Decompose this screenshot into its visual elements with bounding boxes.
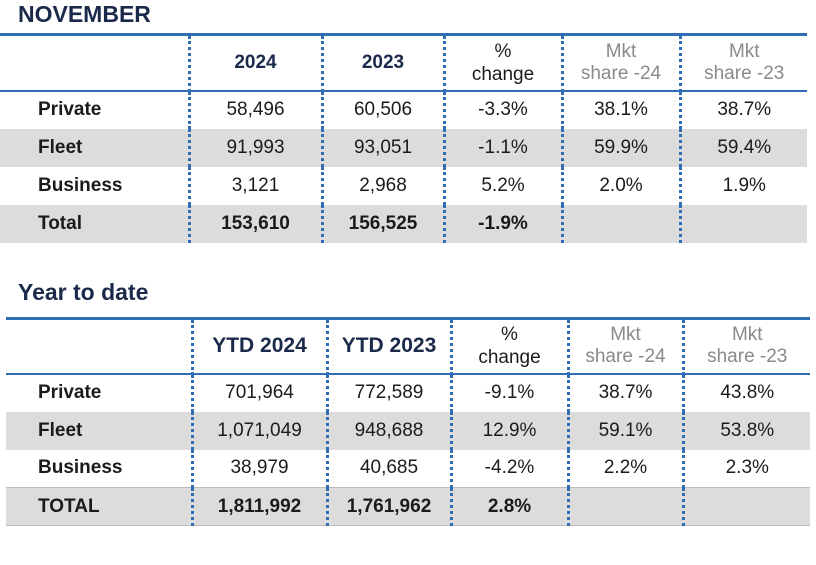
table-row: Fleet 91,993 93,051 -1.1% 59.9% 59.4% [0, 128, 807, 167]
cell-2024: 153,610 [187, 204, 322, 243]
header-change-word: change [478, 347, 541, 369]
cell-2023: 2,968 [320, 166, 444, 205]
cell-2023: 156,525 [320, 204, 444, 243]
cell-ytd-2023: 1,761,962 [325, 487, 451, 526]
cell-ytd-2024: 701,964 [190, 373, 327, 412]
row-label: Private [38, 99, 102, 120]
cell-change: -4.2% [449, 449, 568, 488]
cell-mkt-share-24: 59.9% [560, 128, 680, 167]
cell-ytd-2024: 1,071,049 [190, 411, 327, 450]
header-row: 2024 2023 % change Mkt share -24 Mkt share … [0, 34, 807, 92]
header-mkt-share-23: Mkt share -23 [678, 34, 807, 92]
header-mkt-share-24: Mkt share -24 [560, 34, 680, 92]
cell-2023: 60,506 [320, 90, 444, 129]
table-row: Business 38,979 40,685 -4.2% 2.2% 2.3% [6, 449, 810, 488]
table-row: Business 3,121 2,968 5.2% 2.0% 1.9% [0, 166, 807, 205]
row-label: Business [38, 174, 123, 196]
cell-2024: 91,993 [187, 128, 322, 167]
header-mkt24-bottom: share -24 [580, 62, 662, 84]
row-label: Fleet [6, 411, 192, 450]
cell-mkt-share-24 [566, 487, 683, 526]
header-mkt24-bottom: share -24 [585, 346, 666, 368]
total-row: TOTAL 1,811,992 1,761,962 2.8% [6, 487, 810, 526]
cell-ytd-2023: 40,685 [325, 449, 451, 488]
cell-change: -3.3% [442, 90, 562, 129]
header-change-pct: % [494, 40, 512, 62]
cell-mkt-share-23 [678, 204, 807, 243]
header-mkt-share-23: Mkt share -23 [681, 318, 810, 375]
cell-mkt-share-23: 53.8% [681, 411, 810, 450]
header-change: % change [442, 34, 562, 92]
cell-mkt-share-24 [560, 204, 680, 243]
header-change-word: change [471, 63, 535, 85]
cell-mkt-share-24: 2.0% [560, 166, 680, 205]
cell-change: -1.1% [442, 128, 562, 167]
header-change-pct: % [501, 324, 518, 346]
total-row: Total 153,610 156,525 -1.9% [0, 204, 807, 243]
cell-ytd-2023: 948,688 [325, 411, 451, 450]
table-row: Private 58,496 60,506 -3.3% 38.1% 38.7% [0, 90, 807, 129]
table-row: Fleet 1,071,049 948,688 12.9% 59.1% 53.8… [6, 411, 810, 450]
cell-change: -1.9% [442, 204, 562, 243]
row-label: Business [38, 457, 123, 479]
cell-mkt-share-24: 38.1% [560, 90, 680, 129]
header-mkt24-top: Mkt [605, 40, 637, 62]
row-label: Fleet [0, 128, 189, 167]
section-title-ytd: Year to date [18, 279, 149, 305]
cell-change: 12.9% [449, 411, 568, 450]
header-mkt-share-24: Mkt share -24 [566, 318, 683, 375]
header-2023: 2023 [320, 34, 444, 92]
november-table: 2024 2023 % change Mkt share -24 Mkt share … [0, 33, 807, 243]
header-blank [0, 34, 189, 92]
cell-2024: 58,496 [187, 90, 322, 129]
header-ytd-2023: YTD 2023 [325, 318, 451, 375]
cell-mkt-share-23: 2.3% [681, 449, 810, 488]
header-mkt23-bottom: share -23 [704, 62, 785, 84]
header-mkt24-top: Mkt [610, 324, 641, 346]
header-mkt23-top: Mkt [728, 40, 760, 62]
cell-mkt-share-23: 43.8% [681, 373, 810, 412]
cell-2024: 3,121 [187, 166, 322, 205]
cell-change: 2.8% [449, 487, 568, 526]
header-mkt23-top: Mkt [731, 324, 763, 346]
header-blank [6, 318, 192, 375]
cell-ytd-2024: 1,811,992 [190, 487, 327, 526]
ytd-table: YTD 2024 YTD 2023 % change Mkt share -24 M… [6, 317, 810, 526]
cell-change: 5.2% [442, 166, 562, 205]
cell-mkt-share-23: 1.9% [678, 166, 807, 205]
cell-mkt-share-23 [681, 487, 810, 526]
header-2024: 2024 [187, 34, 322, 92]
cell-mkt-share-23: 38.7% [678, 90, 807, 129]
table-row: Private 701,964 772,589 -9.1% 38.7% 43.8… [6, 373, 810, 412]
row-label: Total [0, 204, 189, 243]
section-title-november: NOVEMBER [18, 1, 151, 27]
header-change: % change [449, 318, 568, 375]
header-row: YTD 2024 YTD 2023 % change Mkt share -24 M… [6, 318, 810, 375]
row-label: TOTAL [6, 487, 192, 526]
row-label: Private [38, 382, 102, 403]
header-ytd-2024: YTD 2024 [190, 318, 327, 375]
cell-mkt-share-24: 2.2% [566, 449, 683, 488]
cell-2023: 93,051 [320, 128, 444, 167]
cell-mkt-share-23: 59.4% [678, 128, 807, 167]
cell-mkt-share-24: 59.1% [566, 411, 683, 450]
cell-ytd-2024: 38,979 [190, 449, 327, 488]
cell-mkt-share-24: 38.7% [566, 373, 683, 412]
cell-ytd-2023: 772,589 [325, 373, 451, 412]
header-mkt23-bottom: share -23 [707, 346, 788, 368]
cell-change: -9.1% [449, 373, 568, 412]
